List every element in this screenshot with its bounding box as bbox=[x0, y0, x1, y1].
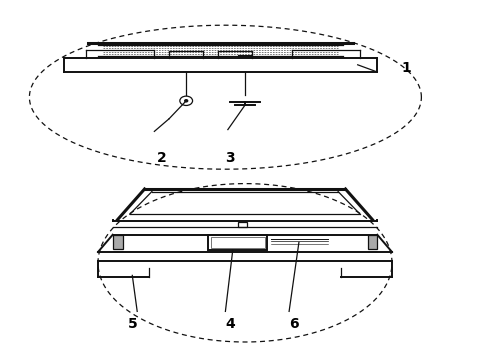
Bar bbox=[238, 222, 247, 227]
Bar bbox=[211, 237, 265, 248]
Text: 5: 5 bbox=[127, 317, 137, 331]
Circle shape bbox=[185, 100, 188, 102]
Bar bbox=[208, 235, 267, 250]
Text: 6: 6 bbox=[289, 317, 299, 331]
Bar bbox=[368, 235, 377, 249]
Text: 4: 4 bbox=[225, 317, 235, 331]
Text: 3: 3 bbox=[225, 152, 235, 165]
Bar bbox=[113, 235, 122, 249]
Text: 1: 1 bbox=[402, 62, 412, 75]
Text: 2: 2 bbox=[157, 152, 167, 165]
